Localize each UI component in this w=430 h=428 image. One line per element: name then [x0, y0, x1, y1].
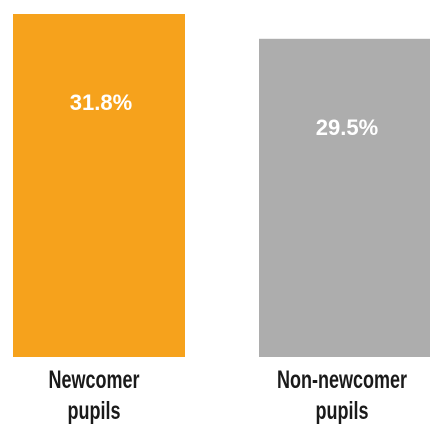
bars-group: [13, 14, 430, 358]
category-label-2-line-1: Non-newcomer: [277, 365, 407, 394]
bar-1: [13, 14, 185, 357]
category-label-2-line-2: pupils: [316, 396, 369, 425]
bar-value-label-1: 31.8%: [70, 90, 132, 115]
bar-value-label-2: 29.5%: [316, 115, 378, 140]
value-labels-group: 31.8% 29.5%: [70, 90, 378, 140]
bar-2: [259, 38, 430, 358]
category-label-1-line-2: pupils: [68, 396, 121, 425]
category-label-1-line-1: Newcomer: [49, 365, 140, 394]
